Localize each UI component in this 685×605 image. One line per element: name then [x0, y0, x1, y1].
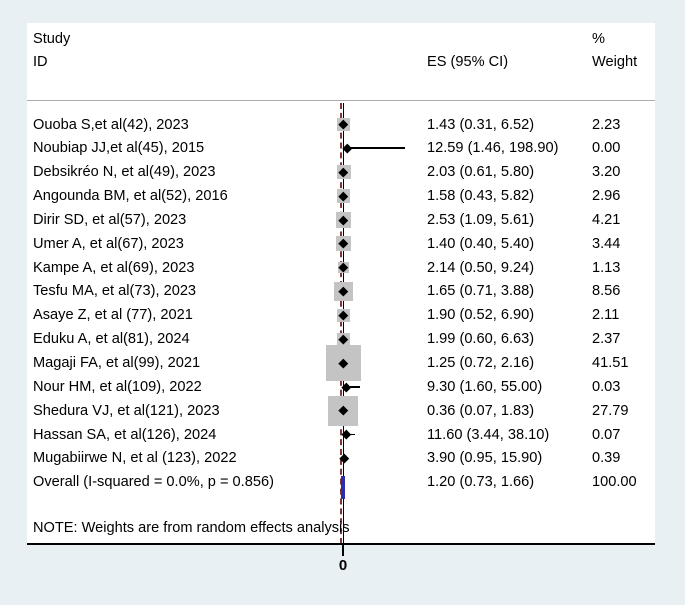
header-weight-line2: Weight [592, 54, 638, 70]
es-value: 0.36 (0.07, 1.83) [427, 402, 535, 419]
es-value: 12.59 (1.46, 198.90) [427, 140, 559, 157]
es-value: 1.58 (0.43, 5.82) [427, 188, 535, 205]
x-axis-tick-label: 0 [338, 557, 348, 574]
es-value: 1.65 (0.71, 3.88) [427, 283, 535, 300]
weight-value: 3.44 [592, 235, 621, 252]
es-value: 9.30 (1.60, 55.00) [427, 378, 543, 395]
weight-value: 8.56 [592, 283, 621, 300]
weight-value: 2.11 [592, 307, 620, 324]
study-label: Magaji FA, et al(99), 2021 [33, 355, 201, 371]
study-label: Nour HM, et al(109), 2022 [33, 378, 202, 395]
weight-value: 3.20 [592, 164, 621, 181]
weight-value: 0.39 [592, 450, 621, 467]
weight-value: 2.37 [592, 331, 621, 348]
study-label: Asaye Z, et al (77), 2021 [33, 307, 193, 324]
es-value: 2.53 (1.09, 5.61) [427, 211, 535, 228]
es-value: 1.99 (0.60, 6.63) [427, 331, 535, 348]
study-label: Kampe A, et al(69), 2023 [33, 259, 195, 276]
ci-whisker [343, 147, 405, 150]
es-value: 1.20 (0.73, 1.66) [427, 474, 535, 491]
weight-value: 41.51 [592, 355, 629, 371]
study-label: Dirir SD, et al(57), 2023 [33, 211, 187, 228]
es-value: 1.25 (0.72, 2.16) [427, 355, 535, 371]
study-label: Shedura VJ, et al(121), 2023 [33, 402, 220, 419]
es-value: 2.03 (0.61, 5.80) [427, 164, 535, 181]
weight-value: 4.21 [592, 211, 621, 228]
study-label: Tesfu MA, et al(73), 2023 [33, 283, 197, 300]
study-label: Eduku A, et al(81), 2024 [33, 331, 190, 348]
header-study-line1: Study [33, 31, 71, 47]
header-study-line2: ID [33, 54, 48, 70]
null-reference-line [342, 103, 345, 544]
weight-value: 0.03 [592, 378, 621, 395]
weight-value: 1.13 [592, 259, 621, 276]
weight-value: 0.00 [592, 140, 621, 157]
note-text: NOTE: Weights are from random effects an… [33, 520, 350, 536]
es-value: 2.14 (0.50, 9.24) [427, 259, 535, 276]
study-label: Hassan SA, et al(126), 2024 [33, 426, 217, 443]
x-axis-tick [342, 545, 344, 556]
es-value: 1.90 (0.52, 6.90) [427, 307, 535, 324]
study-label: Noubiap JJ,et al(45), 2015 [33, 140, 205, 157]
header-divider-line [27, 100, 655, 101]
es-value: 1.43 (0.31, 6.52) [427, 116, 535, 133]
study-label: Mugabiirwe N, et al (123), 2022 [33, 450, 237, 467]
header-es-col: ES (95% CI) [427, 54, 509, 70]
study-label: Debsikréo N, et al(49), 2023 [33, 164, 216, 181]
ci-whisker [343, 385, 361, 388]
weight-value: 2.23 [592, 116, 621, 133]
weight-value: 0.07 [592, 426, 621, 443]
header-weight-line1: % [592, 31, 605, 47]
weight-value: 2.96 [592, 188, 621, 205]
weight-value: 100.00 [592, 474, 637, 491]
es-value: 11.60 (3.44, 38.10) [427, 426, 550, 443]
study-label: Overall (I-squared = 0.0%, p = 0.856) [33, 474, 274, 491]
overall-diamond [341, 476, 346, 500]
overall-estimate-dashed-line [340, 103, 342, 544]
es-value: 1.40 (0.40, 5.40) [427, 235, 535, 252]
weight-value: 27.79 [592, 402, 629, 419]
x-axis-line [27, 543, 655, 545]
study-label: Ouoba S,et al(42), 2023 [33, 116, 189, 133]
study-label: Umer A, et al(67), 2023 [33, 235, 184, 252]
es-value: 3.90 (0.95, 15.90) [427, 450, 543, 467]
study-label: Angounda BM, et al(52), 2016 [33, 188, 228, 205]
